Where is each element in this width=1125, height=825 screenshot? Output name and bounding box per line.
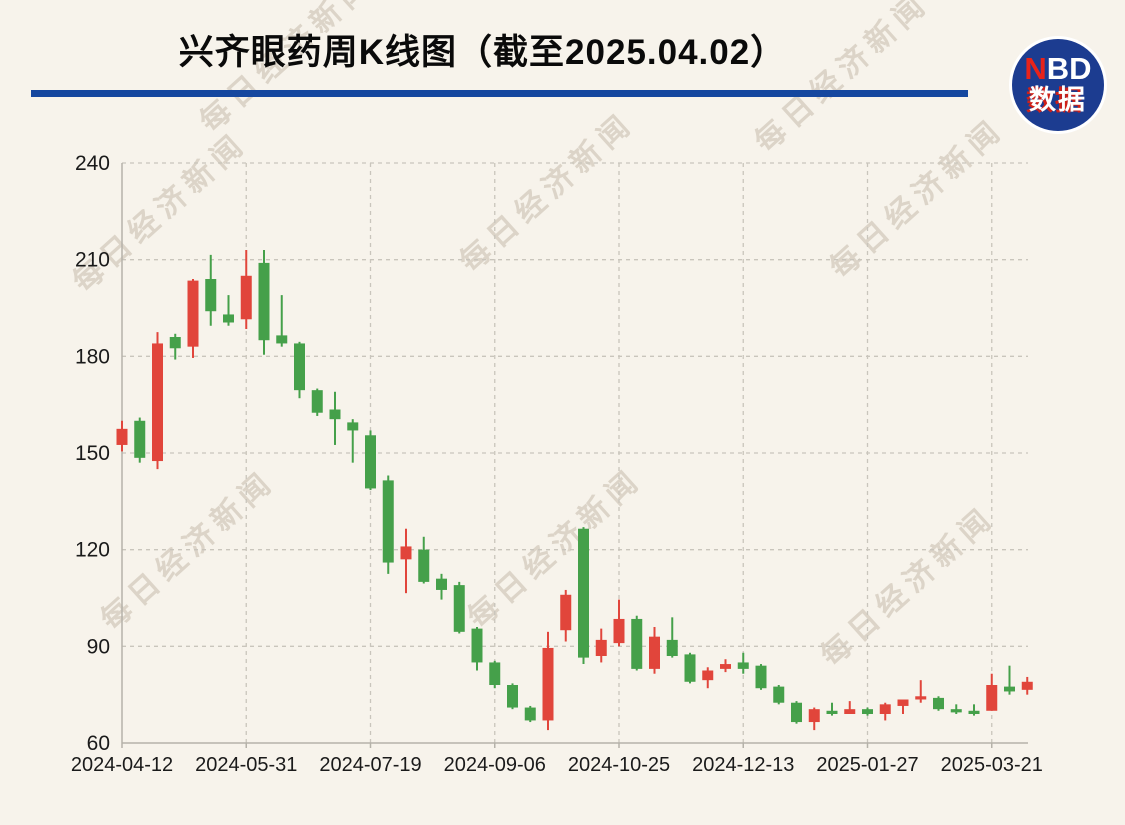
candle-body-2024-06-07 bbox=[258, 262, 270, 341]
candle-body-2024-12-13 bbox=[737, 662, 749, 669]
candle-body-2024-05-17 bbox=[205, 279, 217, 312]
candle-body-2025-03-07 bbox=[950, 709, 962, 713]
candle-body-2024-06-21 bbox=[294, 343, 305, 391]
candle-body-2024-07-05 bbox=[329, 409, 341, 420]
candle-body-2024-07-19 bbox=[365, 435, 376, 489]
candle-body-2024-09-27 bbox=[542, 647, 554, 721]
candle-body-2025-03-21 bbox=[986, 685, 998, 711]
candle-body-2024-12-06 bbox=[720, 664, 731, 669]
candle-body-2025-01-17 bbox=[826, 710, 838, 714]
candle-body-2024-12-20 bbox=[755, 665, 767, 689]
candle-body-2024-05-24 bbox=[223, 314, 234, 323]
y-axis-label: 210 bbox=[75, 249, 110, 272]
candle-body-2024-08-23 bbox=[453, 585, 465, 632]
candle-body-2024-10-11 bbox=[578, 528, 589, 658]
header: 兴齐眼药周K线图（截至2025.04.02） bbox=[0, 30, 965, 76]
candle-body-2024-09-20 bbox=[524, 707, 536, 721]
candle-body-2024-11-29 bbox=[702, 670, 714, 681]
nbd-logo-letter-n: N bbox=[1024, 51, 1047, 86]
candle-body-2025-02-14 bbox=[897, 699, 909, 706]
x-axis-label: 2025-03-21 bbox=[941, 754, 1043, 776]
candle-body-2024-09-30 bbox=[560, 594, 572, 631]
y-axis-label: 180 bbox=[75, 345, 110, 368]
candle-body-2024-06-14 bbox=[276, 335, 288, 344]
candle-body-2024-08-16 bbox=[436, 578, 447, 590]
candle-body-2024-09-13 bbox=[507, 685, 518, 708]
candle-body-2024-11-22 bbox=[684, 654, 696, 682]
candle-body-2024-11-01 bbox=[631, 618, 643, 669]
candle-body-2024-06-28 bbox=[311, 390, 323, 413]
candle-body-2024-04-12 bbox=[116, 428, 128, 445]
x-axis-label: 2024-12-13 bbox=[692, 754, 794, 776]
candle-body-2025-01-03 bbox=[791, 702, 802, 723]
candle-body-2024-05-10 bbox=[187, 280, 199, 347]
nbd-logo-subtext: 数据 bbox=[1029, 85, 1087, 115]
candle-body-2024-12-27 bbox=[773, 686, 785, 703]
candle-body-2024-10-25 bbox=[613, 618, 625, 644]
candle-body-2024-04-19 bbox=[134, 420, 146, 458]
candle-body-2024-09-06 bbox=[489, 662, 501, 685]
candle-body-2024-05-31 bbox=[240, 275, 252, 320]
y-axis-label: 150 bbox=[75, 442, 110, 465]
candle-body-2024-10-18 bbox=[595, 639, 607, 656]
candle-body-2024-07-12 bbox=[347, 422, 359, 431]
candle-body-2025-01-10 bbox=[808, 709, 820, 723]
x-axis-label: 2025-01-27 bbox=[816, 754, 918, 776]
candle-body-2024-11-15 bbox=[666, 639, 678, 656]
x-axis-label: 2024-10-25 bbox=[568, 754, 670, 776]
candle-body-2025-02-21 bbox=[915, 696, 927, 700]
candle-body-2025-01-24 bbox=[844, 709, 856, 714]
page-title: 兴齐眼药周K线图（截至2025.04.02） bbox=[178, 33, 787, 72]
y-axis-label: 120 bbox=[75, 539, 110, 562]
candle-body-2025-04-02 bbox=[1021, 681, 1033, 690]
y-axis-label: 90 bbox=[87, 635, 110, 658]
candle-body-2024-08-09 bbox=[418, 549, 430, 582]
nbd-logo-wordmark: NBD bbox=[1012, 53, 1104, 84]
candle-body-2025-01-27 bbox=[862, 709, 873, 714]
x-axis-label: 2024-07-19 bbox=[319, 754, 421, 776]
candle-body-2025-02-07 bbox=[879, 704, 891, 714]
y-axis-label: 240 bbox=[75, 152, 110, 175]
candle-body-2024-04-26 bbox=[152, 343, 163, 462]
candle-body-2025-03-14 bbox=[968, 710, 980, 714]
candle-body-2024-11-08 bbox=[649, 636, 660, 669]
candle-body-2025-02-28 bbox=[933, 697, 944, 710]
x-axis-label: 2024-04-12 bbox=[71, 754, 173, 776]
y-axis-label: 60 bbox=[87, 732, 110, 755]
nbd-logo: NBD 数据 bbox=[1012, 39, 1104, 131]
candle-body-2025-03-28 bbox=[1004, 686, 1015, 692]
x-axis-label: 2024-05-31 bbox=[195, 754, 297, 776]
candle-body-2024-04-30 bbox=[169, 337, 181, 349]
candle-body-2024-08-30 bbox=[471, 628, 483, 663]
title-underline bbox=[31, 90, 968, 97]
candle-body-2024-08-02 bbox=[400, 546, 412, 560]
nbd-logo-letters-bd: BD bbox=[1046, 51, 1092, 86]
candle-body-2024-07-26 bbox=[382, 480, 394, 563]
x-axis-label: 2024-09-06 bbox=[444, 754, 546, 776]
